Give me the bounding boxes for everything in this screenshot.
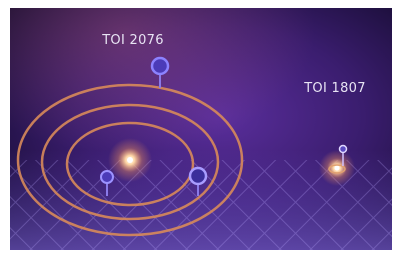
page: TOI 2076 TOI 1807 (() => { const data = … [0, 0, 400, 260]
planet [101, 171, 113, 183]
planet [340, 146, 347, 153]
star-core [335, 166, 340, 171]
system-label: TOI 2076 [101, 33, 164, 48]
planet [190, 168, 206, 184]
system-label: TOI 1807 [303, 81, 366, 96]
star-core [127, 157, 133, 163]
illustration: TOI 2076 TOI 1807 [0, 0, 400, 260]
scene: TOI 2076 TOI 1807 [10, 8, 392, 250]
planet [152, 58, 168, 74]
